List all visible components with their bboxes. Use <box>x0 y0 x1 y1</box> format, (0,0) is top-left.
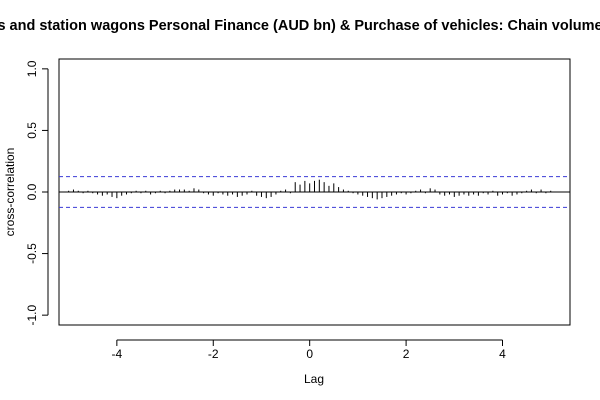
x-tick-label: 0 <box>306 347 313 361</box>
x-axis: -4 -2 0 2 4 <box>112 339 506 361</box>
y-axis: -1.0 -0.5 0.0 0.5 1.0 <box>25 60 49 325</box>
y-tick-label: 0.5 <box>25 122 39 139</box>
y-tick-label: 1.0 <box>25 60 39 77</box>
y-axis-label: cross-correlation <box>3 148 17 237</box>
x-tick-label: -4 <box>112 347 123 361</box>
y-tick-label: -0.5 <box>25 243 39 264</box>
chart-title: s and station wagons Personal Finance (A… <box>0 18 600 34</box>
x-tick-label: 2 <box>403 347 410 361</box>
x-tick-label: -2 <box>208 347 219 361</box>
bars-group <box>68 179 552 200</box>
y-tick-label: -1.0 <box>25 304 39 325</box>
x-tick-label: 4 <box>499 347 506 361</box>
y-tick-label: 0.0 <box>25 183 39 200</box>
x-axis-label: Lag <box>304 372 324 386</box>
